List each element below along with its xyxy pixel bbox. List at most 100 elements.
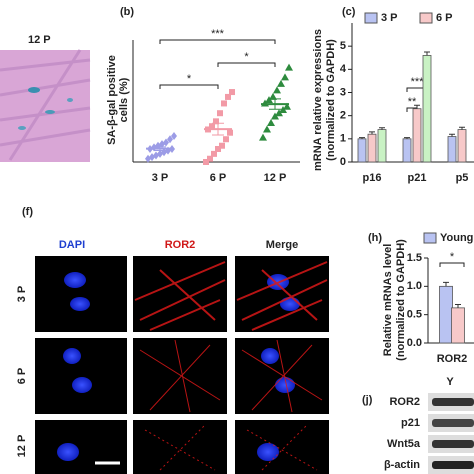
micrograph-a — [0, 49, 91, 162]
data-point — [267, 118, 275, 126]
x-tick-label: p5 — [456, 172, 469, 184]
significance-label: ** — [408, 96, 417, 108]
legend-label: 6 P — [436, 12, 453, 24]
lane-label: Y — [446, 376, 454, 388]
row-label: 6 P — [16, 368, 28, 385]
legend-label: 3 P — [381, 12, 398, 24]
data-point — [281, 73, 289, 81]
data-point — [225, 93, 231, 100]
blot-label: β-actin — [384, 459, 420, 471]
significance-label: * — [244, 51, 249, 63]
data-point — [211, 150, 217, 157]
significance-bracket — [217, 62, 276, 67]
y-axis-label: (normalized to GAPDH) — [325, 39, 337, 161]
y-tick-label: 1.5 — [407, 252, 422, 264]
bar — [447, 136, 457, 163]
blot-label: p21 — [401, 417, 420, 429]
data-point — [217, 110, 223, 117]
column-header: ROR2 — [165, 239, 196, 251]
data-point — [203, 159, 209, 165]
x-tick-label: p21 — [408, 172, 427, 184]
micrograph-grid — [35, 256, 329, 474]
data-point — [229, 89, 235, 96]
data-point — [163, 138, 169, 147]
data-point — [213, 118, 219, 125]
panel-label: (b) — [120, 6, 134, 18]
significance-label: * — [450, 251, 455, 263]
data-point — [279, 105, 287, 113]
data-point — [285, 63, 293, 71]
data-point — [283, 102, 291, 110]
image-label: 12 P — [28, 34, 51, 46]
error-bar — [449, 133, 455, 137]
blot-label: ROR2 — [389, 396, 420, 408]
y-axis-label: SA-β-gal positive — [106, 55, 118, 145]
bar — [377, 129, 387, 163]
bar — [357, 138, 367, 163]
y-tick-label: 4 — [340, 63, 347, 75]
legend-label: Young — [440, 232, 473, 244]
y-tick-label: 1.0 — [407, 280, 422, 292]
x-tick-label: 6 P — [210, 172, 227, 184]
bar — [457, 129, 467, 163]
significance-label: *** — [211, 28, 225, 40]
bar — [451, 307, 465, 344]
y-tick-label: 3 — [340, 86, 346, 98]
bar — [402, 138, 412, 163]
panel-label: (h) — [368, 232, 382, 244]
row-label: 3 P — [16, 286, 28, 303]
bar — [412, 108, 422, 163]
data-point — [207, 155, 213, 162]
bar — [439, 285, 453, 344]
panel-label: (c) — [342, 6, 356, 18]
y-tick-label: 0.0 — [407, 337, 422, 349]
y-tick-label: 0.5 — [407, 309, 422, 321]
y-axis-label: (normalized to GAPDH) — [395, 239, 407, 361]
row-label: 12 P — [16, 435, 28, 458]
data-point — [227, 129, 233, 136]
significance-label: *** — [411, 76, 425, 88]
significance-label: * — [187, 73, 192, 85]
error-bar — [424, 51, 430, 56]
data-point — [223, 136, 229, 143]
data-point — [269, 92, 277, 100]
x-tick-label: 3 P — [152, 172, 169, 184]
bar — [367, 133, 377, 163]
data-point — [167, 135, 173, 144]
data-point — [171, 131, 177, 140]
error-bar — [379, 127, 385, 130]
significance-bracket — [159, 39, 276, 44]
x-tick-label: ROR2 — [437, 353, 468, 365]
error-bar — [212, 122, 224, 136]
panel-label: (f) — [22, 206, 33, 218]
data-point — [221, 100, 227, 107]
data-point — [219, 142, 225, 149]
y-tick-label: 2 — [340, 110, 346, 122]
y-axis-label: mRNA relative expressions — [312, 29, 324, 171]
legend-swatch — [419, 12, 433, 24]
error-bar — [359, 137, 365, 139]
column-header: Merge — [266, 239, 298, 251]
y-axis-label: cells (%) — [118, 77, 130, 122]
error-bar — [443, 281, 449, 287]
y-tick-label: 0 — [340, 156, 346, 168]
error-bar — [269, 98, 281, 110]
blot-label: Wnt5a — [387, 438, 421, 450]
error-bar — [154, 146, 166, 151]
significance-bracket — [159, 84, 219, 89]
x-tick-label: p16 — [363, 172, 382, 184]
y-tick-label: 1 — [340, 133, 346, 145]
significance-bracket — [439, 262, 465, 267]
error-bar — [369, 131, 375, 135]
error-bar — [414, 104, 420, 109]
legend-swatch — [364, 12, 378, 24]
data-point — [277, 79, 285, 87]
y-tick-label: 5 — [340, 40, 346, 52]
error-bar — [455, 303, 461, 308]
data-point — [263, 125, 271, 133]
data-point — [215, 145, 221, 152]
error-bar — [459, 126, 465, 130]
panel-label: (j) — [362, 394, 373, 406]
